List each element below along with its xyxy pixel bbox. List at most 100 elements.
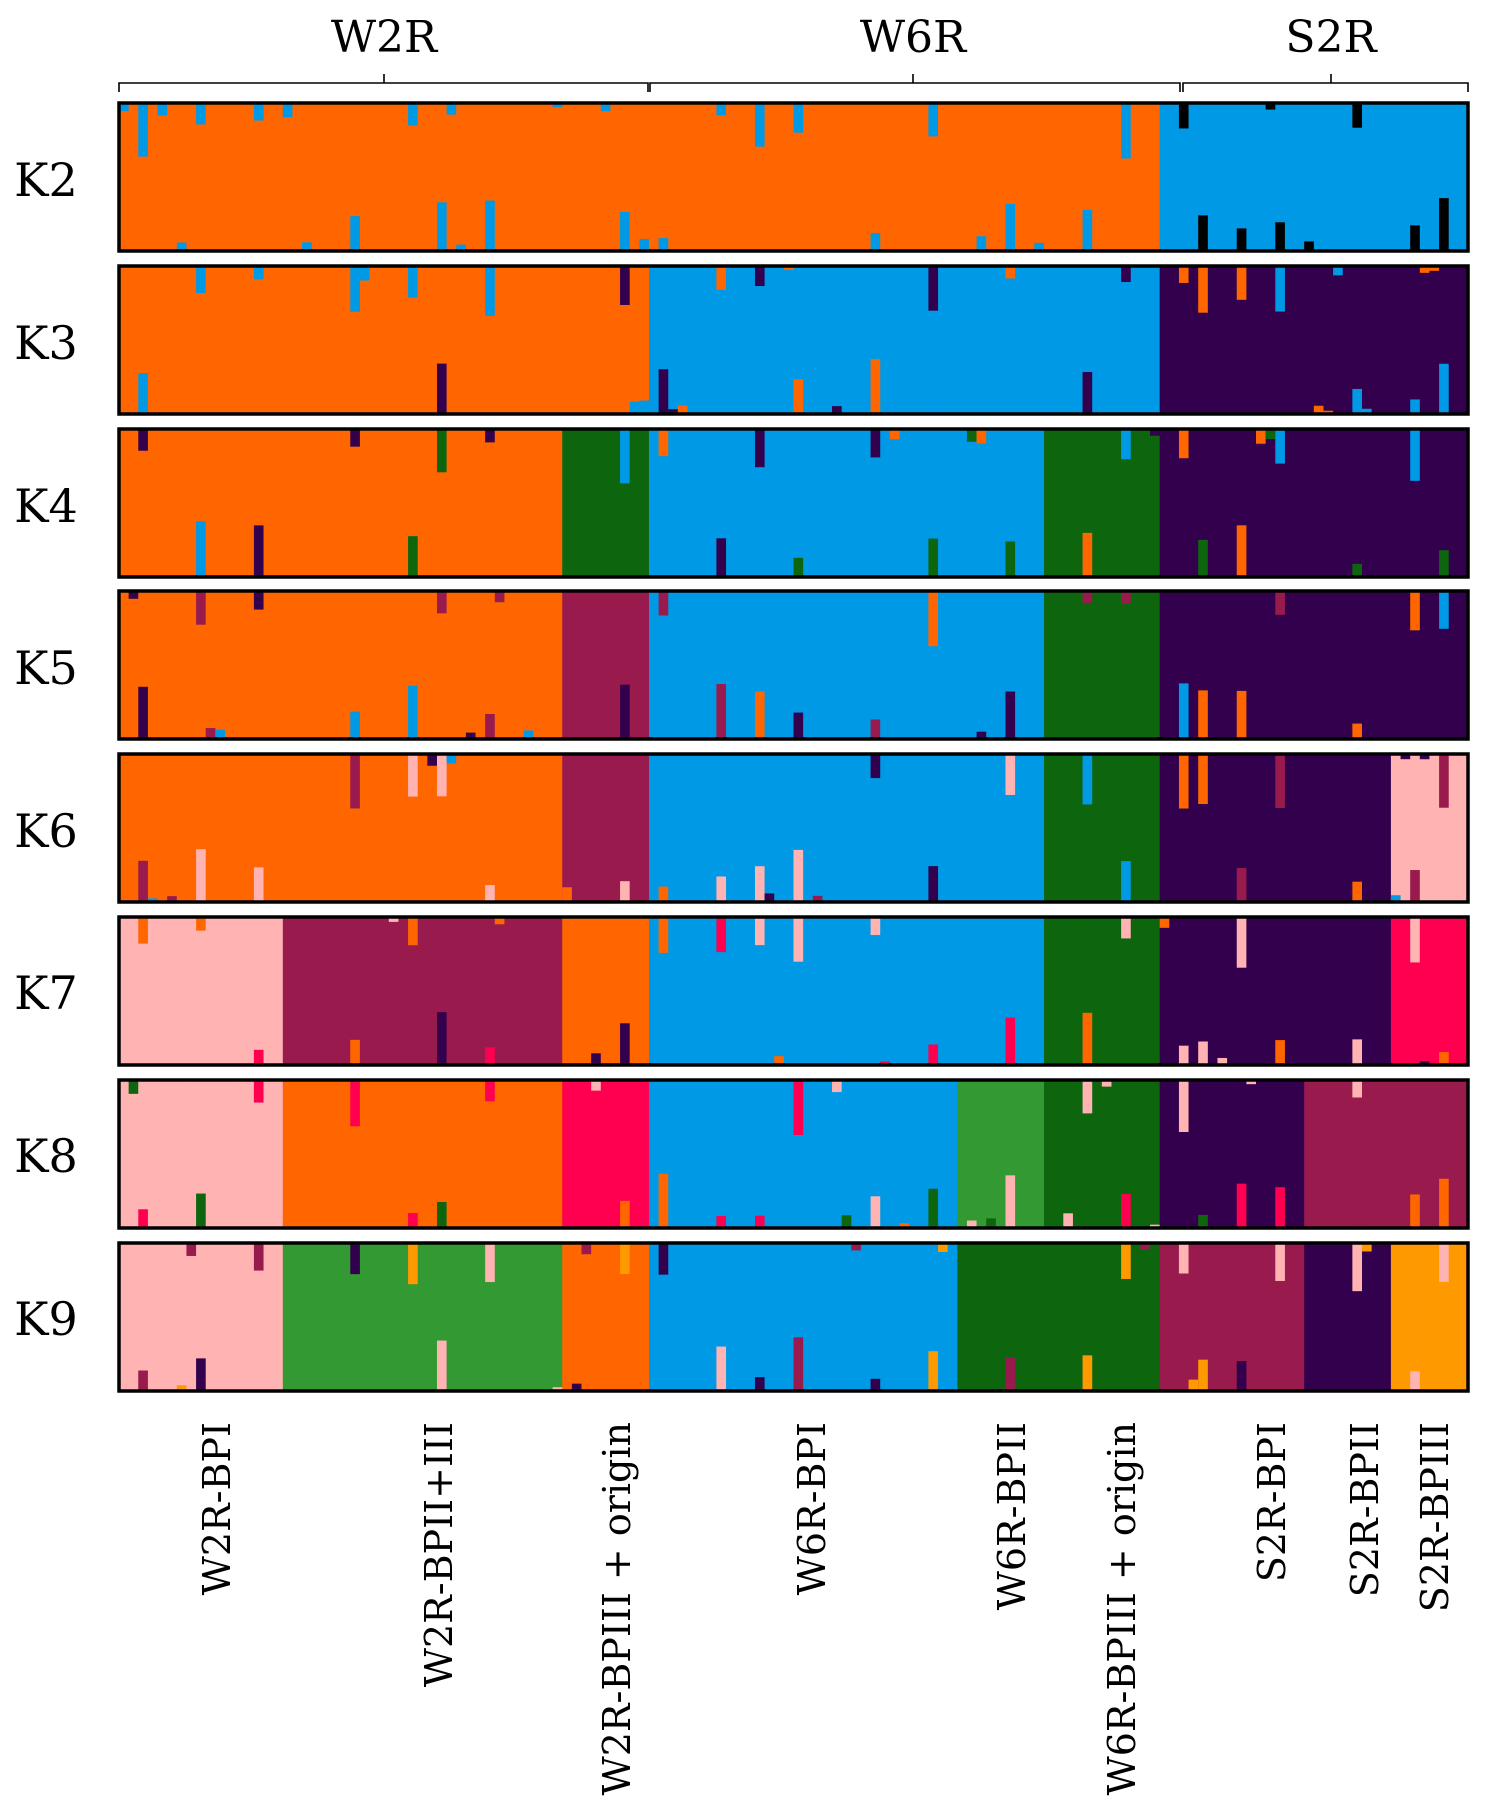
ancestry-bar bbox=[783, 754, 795, 902]
ancestry-bar bbox=[1015, 429, 1026, 577]
ancestry-bar bbox=[687, 754, 698, 902]
ancestry-bar bbox=[658, 1243, 669, 1391]
panel-frame bbox=[117, 427, 1470, 579]
ancestry-bar bbox=[311, 1243, 322, 1391]
ancestry-bar bbox=[706, 429, 718, 577]
ancestry-bar bbox=[1371, 429, 1382, 577]
ancestry-bar-admix bbox=[176, 242, 188, 251]
ancestry-bar bbox=[350, 103, 361, 251]
ancestry-bar-admix bbox=[658, 886, 669, 902]
ancestry-bar bbox=[571, 917, 583, 1065]
ancestry-bar bbox=[1246, 754, 1257, 902]
ancestry-bar bbox=[1044, 1080, 1055, 1228]
ancestry-bar bbox=[1284, 917, 1296, 1065]
ancestry-bar bbox=[1246, 266, 1257, 414]
ancestry-bar bbox=[388, 429, 400, 577]
ancestry-bar-admix bbox=[1217, 1057, 1228, 1065]
ancestry-bar-admix bbox=[754, 1215, 766, 1228]
ancestry-bar-admix bbox=[870, 1378, 881, 1391]
ancestry-bar bbox=[552, 103, 563, 251]
ancestry-bar bbox=[851, 1080, 862, 1228]
ancestry-bar bbox=[1101, 1080, 1113, 1228]
ancestry-bar bbox=[215, 754, 226, 902]
ancestry-bar bbox=[1313, 266, 1325, 414]
ancestry-bar bbox=[282, 754, 294, 902]
ancestry-bar bbox=[976, 1080, 987, 1228]
ancestry-bar-admix bbox=[196, 1193, 207, 1228]
ancestry-bar bbox=[379, 429, 390, 577]
ancestry-bar bbox=[196, 266, 207, 414]
ancestry-bar bbox=[176, 754, 188, 902]
ancestry-bar bbox=[1034, 1080, 1045, 1228]
ancestry-bar bbox=[571, 1243, 583, 1391]
ancestry-bar bbox=[1188, 1080, 1199, 1228]
ancestry-bar bbox=[456, 1243, 467, 1391]
ancestry-bar bbox=[234, 591, 245, 739]
ancestry-bar bbox=[147, 1243, 159, 1391]
ancestry-bar bbox=[282, 1080, 294, 1228]
ancestry-bar bbox=[321, 917, 332, 1065]
ancestry-bar bbox=[167, 1243, 178, 1391]
ancestry-bar-admix bbox=[1198, 754, 1209, 804]
ancestry-bar bbox=[995, 266, 1007, 414]
ancestry-bar bbox=[947, 266, 958, 414]
ancestry-bar-admix bbox=[600, 103, 612, 112]
row-label-k2: K2 bbox=[14, 153, 78, 207]
ancestry-bar bbox=[629, 917, 640, 1065]
ancestry-bar-admix bbox=[1352, 1243, 1363, 1292]
ancestry-bar-admix bbox=[1082, 372, 1093, 414]
ancestry-bar-admix bbox=[1178, 266, 1190, 283]
ancestry-bar bbox=[446, 266, 457, 414]
ancestry-bar-admix bbox=[928, 1044, 939, 1065]
ancestry-bar-admix bbox=[716, 538, 727, 577]
ancestry-bar bbox=[851, 754, 862, 902]
ancestry-bar bbox=[408, 429, 419, 577]
ancestry-bar-admix bbox=[1236, 690, 1247, 739]
ancestry-bar bbox=[986, 103, 997, 251]
ancestry-bar bbox=[735, 103, 746, 251]
ancestry-bar bbox=[1217, 1080, 1228, 1228]
ancestry-bar bbox=[745, 103, 756, 251]
ancestry-bar bbox=[899, 1080, 910, 1228]
ancestry-bar bbox=[620, 266, 631, 414]
ancestry-bar bbox=[1005, 754, 1016, 902]
ancestry-bar-admix bbox=[716, 266, 727, 290]
ancestry-bar bbox=[1313, 917, 1325, 1065]
ancestry-bar bbox=[282, 266, 294, 414]
ancestry-bar-admix bbox=[870, 754, 881, 779]
ancestry-bar bbox=[1246, 917, 1257, 1065]
ancestry-bar-admix bbox=[1198, 1214, 1209, 1228]
ancestry-bar bbox=[1024, 591, 1035, 739]
ancestry-bar bbox=[475, 1243, 486, 1391]
ancestry-bar-admix bbox=[1275, 754, 1286, 808]
ancestry-bar-admix bbox=[783, 266, 795, 271]
ancestry-bar-admix bbox=[485, 885, 496, 902]
ancestry-bar bbox=[1410, 591, 1421, 739]
ancestry-bar bbox=[909, 917, 920, 1065]
ancestry-bar bbox=[292, 1080, 303, 1228]
ancestry-bar bbox=[995, 591, 1007, 739]
ancestry-bar bbox=[716, 754, 727, 902]
ancestry-bar bbox=[340, 103, 351, 251]
ancestry-bar-admix bbox=[119, 103, 130, 112]
ancestry-bar bbox=[1227, 429, 1238, 577]
panel-k4 bbox=[117, 427, 1470, 579]
subgroup-label-w2r-bpii-iii: W2R-BPII+III bbox=[417, 1422, 461, 1687]
ancestry-bar bbox=[1005, 917, 1016, 1065]
ancestry-bar bbox=[1198, 266, 1209, 414]
ancestry-bar-admix bbox=[793, 712, 804, 739]
ancestry-bar-admix bbox=[1352, 881, 1363, 902]
ancestry-bar-admix bbox=[1178, 1243, 1190, 1274]
ancestry-bar bbox=[196, 917, 207, 1065]
ancestry-bar bbox=[1362, 754, 1373, 902]
ancestry-bar-admix bbox=[841, 1215, 852, 1228]
ancestry-bar bbox=[533, 591, 544, 739]
ancestry-bar-admix bbox=[591, 1080, 602, 1091]
ancestry-bar bbox=[889, 591, 901, 739]
ancestry-bar bbox=[128, 103, 139, 251]
ancestry-bar bbox=[1410, 754, 1421, 902]
ancestry-bar bbox=[1130, 1243, 1141, 1391]
ancestry-bar bbox=[1419, 266, 1431, 414]
ancestry-bar bbox=[138, 429, 149, 577]
ancestry-bar bbox=[369, 266, 380, 414]
